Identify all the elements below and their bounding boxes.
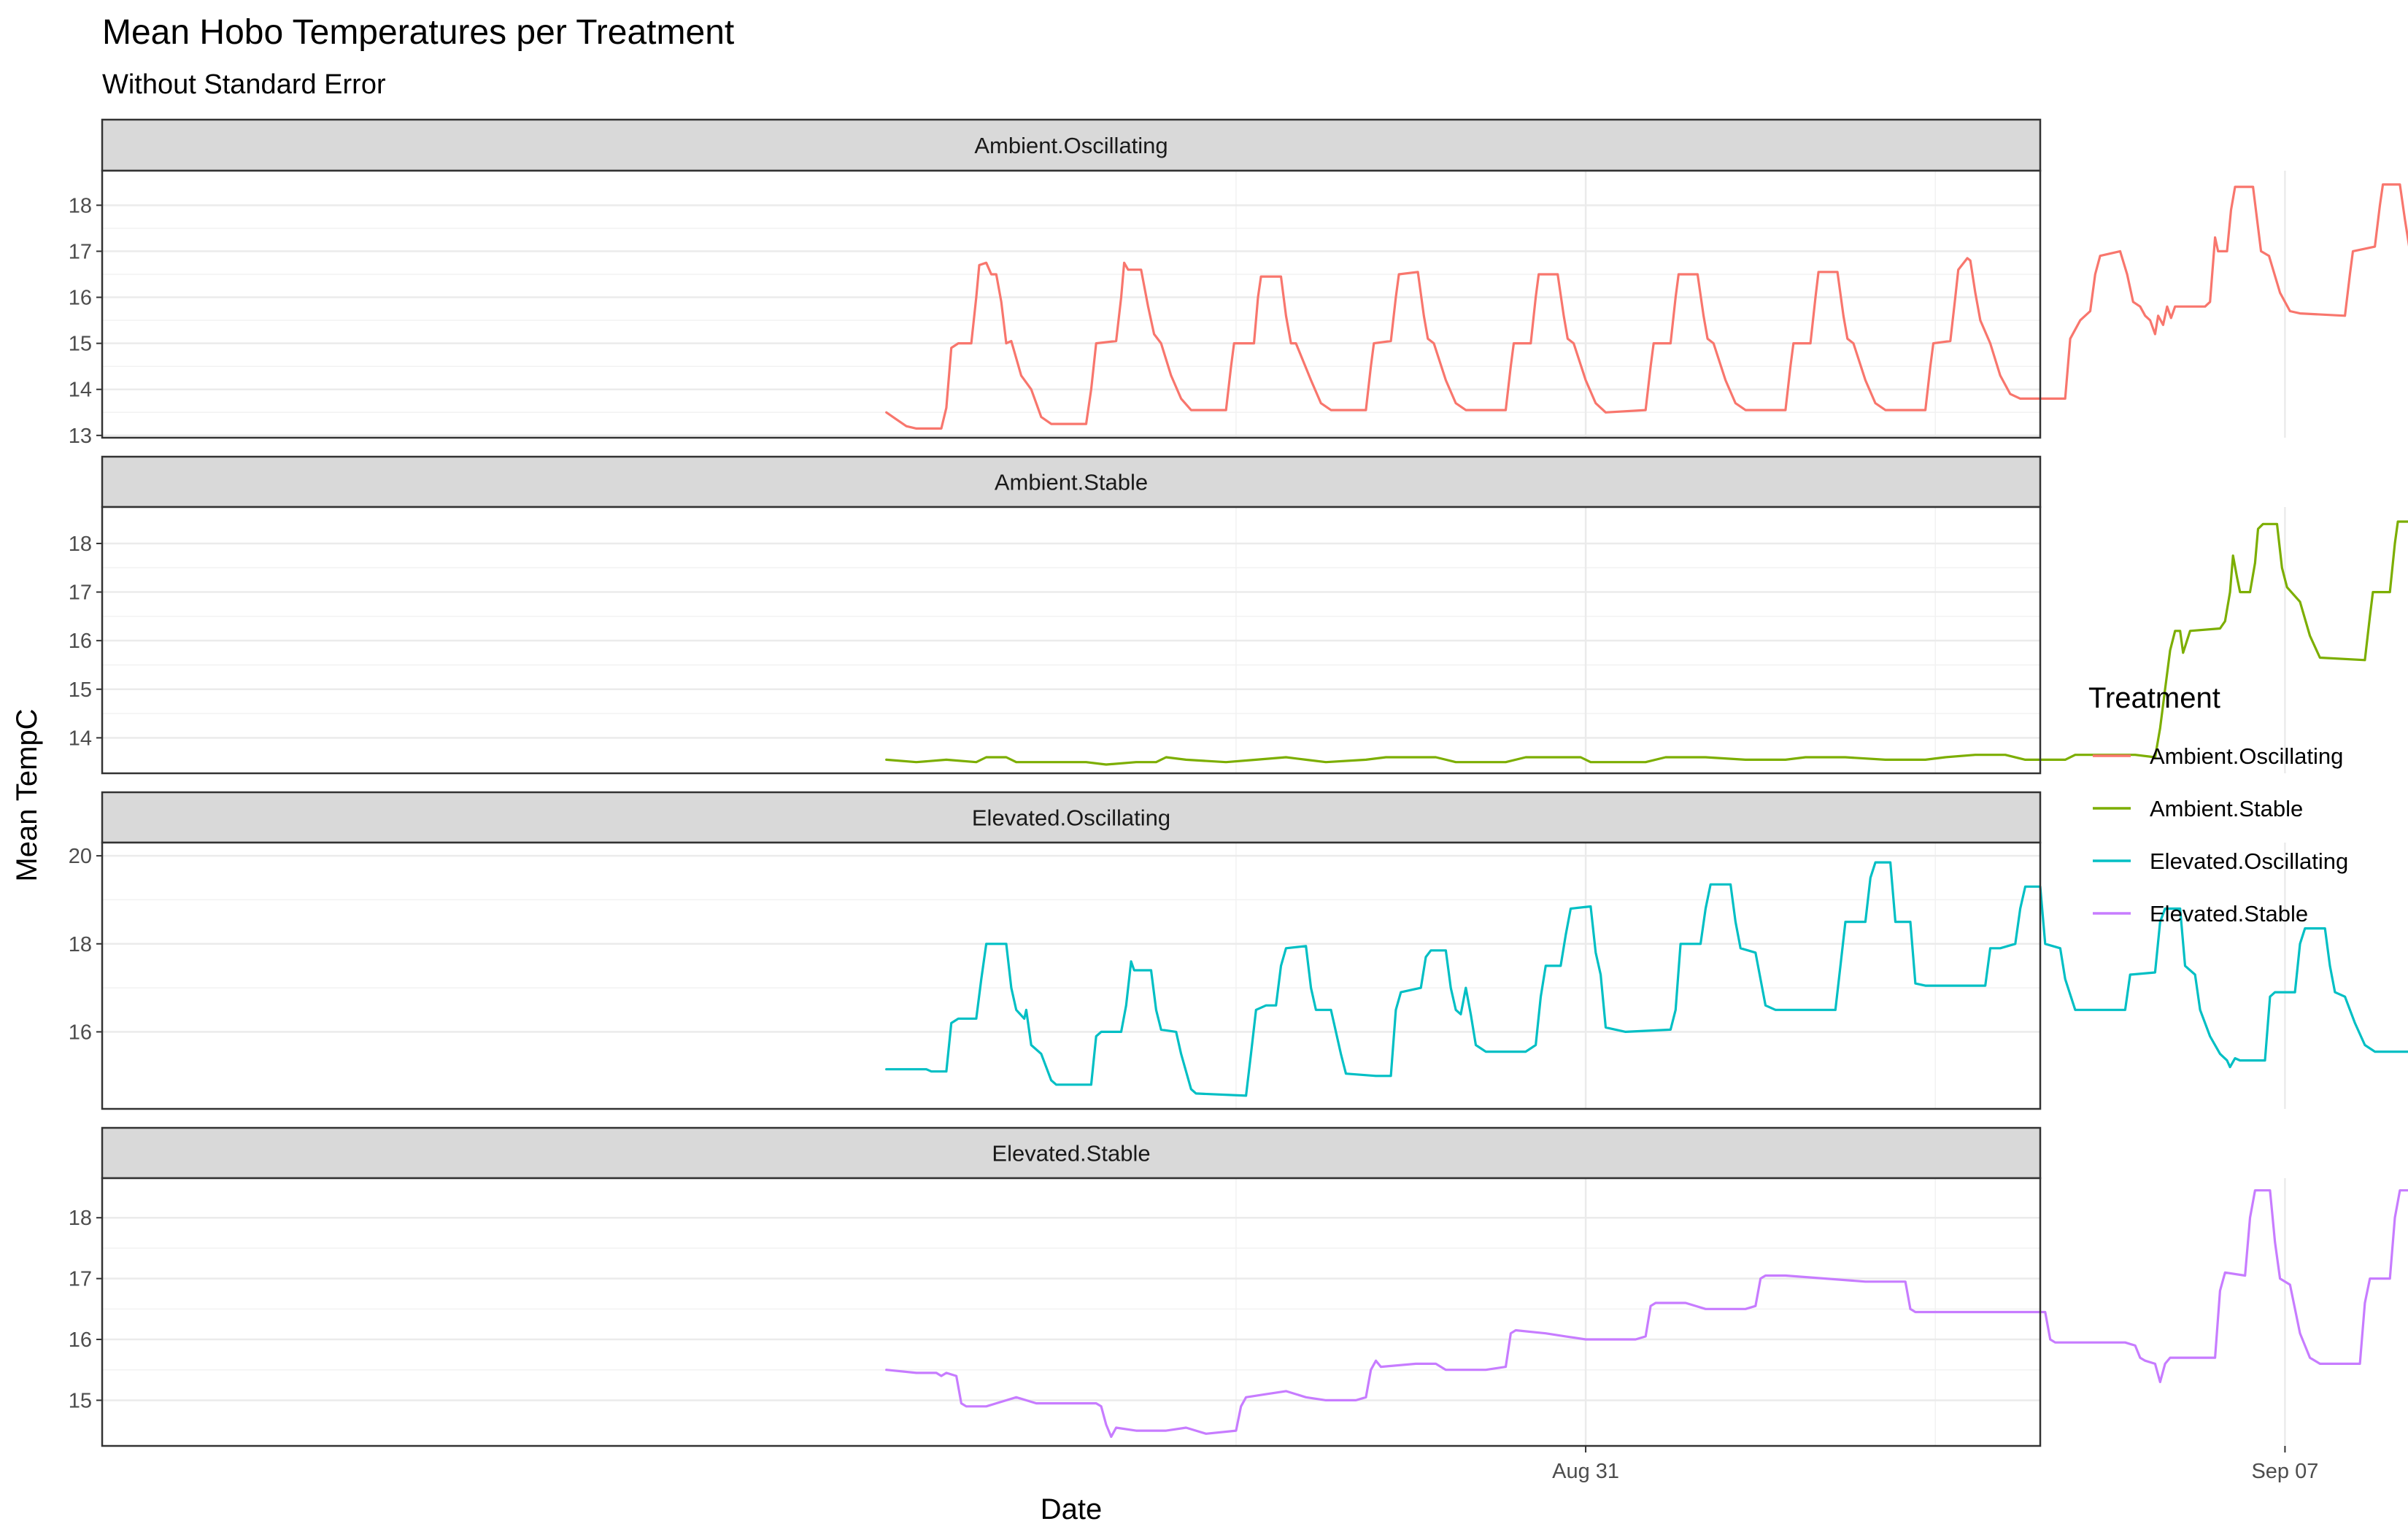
legend-label: Elevated.Oscillating	[2150, 848, 2348, 874]
facet-strip	[101, 455, 2042, 508]
x-tick-label: Sep 07	[2251, 1460, 2318, 1483]
series-line-ambient-stable	[885, 520, 2408, 766]
facet-panels: Ambient.Oscillating131415161718Ambient.S…	[69, 118, 2408, 1447]
panel-background	[102, 843, 2040, 1109]
legend-item-elevated-stable: Elevated.Stable	[2093, 901, 2308, 926]
y-tick-label: 14	[69, 727, 92, 750]
y-tick-label: 17	[69, 240, 92, 263]
y-tick-label: 14	[69, 379, 92, 402]
y-tick-label: 16	[69, 630, 92, 653]
series-line-elevated-stable	[885, 1189, 2408, 1439]
y-tick-label: 16	[69, 287, 92, 310]
y-tick-label: 15	[69, 333, 92, 356]
y-tick-label: 16	[69, 1328, 92, 1352]
facet-strip-label: Elevated.Stable	[992, 1141, 1150, 1167]
panel-background	[102, 1178, 2040, 1446]
facet-strip	[101, 1126, 2042, 1180]
y-tick-label: 17	[69, 1268, 92, 1291]
panel-elevated-oscillating: Elevated.Oscillating 16 18 20	[69, 791, 2408, 1110]
legend-label: Ambient.Stable	[2150, 796, 2303, 821]
series-line-elevated-oscillating	[885, 861, 2408, 1097]
legend-title: Treatment	[2088, 682, 2220, 714]
y-tick-label: 17	[69, 581, 92, 605]
y-tick-label: 18	[69, 933, 92, 956]
y-tick-label: 16	[69, 1021, 92, 1044]
series-line-ambient-oscillating	[885, 183, 2408, 430]
legend-item-ambient-oscillating: Ambient.Oscillating	[2093, 743, 2343, 769]
x-axis: Aug 31 Sep 07	[1552, 1446, 2318, 1483]
chart-title: Mean Hobo Temperatures per Treatment	[102, 13, 734, 52]
panel-ambient-stable: Ambient.Stable 14 15 16 17 18	[69, 455, 2408, 775]
facet-strip	[101, 791, 2042, 844]
y-tick-label: 18	[69, 194, 92, 217]
y-tick-label: 13	[69, 425, 92, 448]
facet-strip-label: Ambient.Oscillating	[974, 133, 1168, 158]
legend-item-elevated-oscillating: Elevated.Oscillating	[2093, 848, 2348, 874]
facet-strip-label: Ambient.Stable	[995, 470, 1148, 495]
panel-border	[101, 506, 2042, 775]
facet-strip-label: Elevated.Oscillating	[972, 805, 1170, 831]
y-tick-label: 15	[69, 1389, 92, 1412]
panel-border	[101, 169, 2042, 439]
facet-strip	[101, 118, 2042, 172]
panel-ambient-oscillating: Ambient.Oscillating 13 14 15 16 17 18	[69, 118, 2408, 448]
chart-subtitle: Without Standard Error	[102, 69, 386, 100]
panel-background	[102, 171, 2040, 438]
legend-label: Ambient.Oscillating	[2150, 743, 2343, 769]
y-tick-label: 15	[69, 678, 92, 702]
panel-border	[101, 1177, 2042, 1447]
legend-item-ambient-stable: Ambient.Stable	[2093, 796, 2303, 821]
x-axis-title: Date	[1041, 1493, 1103, 1525]
y-axis-title: Mean TempC	[11, 708, 43, 881]
x-tick-label: Aug 31	[1552, 1460, 1619, 1483]
legend: Treatment Ambient.Oscillating Ambient.Sta…	[2088, 682, 2348, 926]
y-tick-label: 18	[69, 1207, 92, 1230]
panel-elevated-stable: Elevated.Stable 15 16 17 18	[69, 1126, 2408, 1447]
y-tick-label: 18	[69, 533, 92, 556]
y-tick-label: 20	[69, 845, 92, 868]
panel-border	[101, 841, 2042, 1110]
legend-label: Elevated.Stable	[2150, 901, 2308, 926]
